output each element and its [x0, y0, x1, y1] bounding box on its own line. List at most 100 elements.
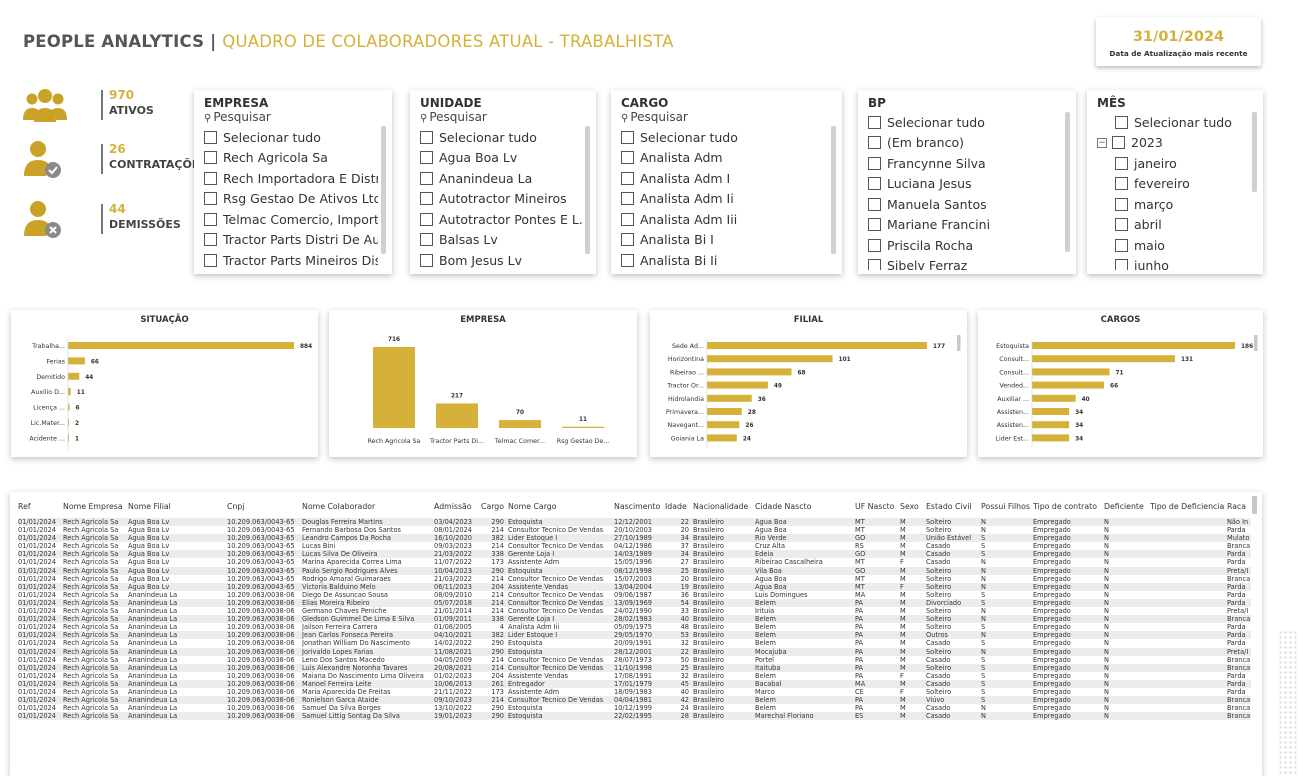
checkbox[interactable]	[420, 253, 433, 267]
checkbox[interactable]	[420, 151, 433, 165]
slicer-item[interactable]: Ananindeua La	[420, 168, 582, 189]
checkbox[interactable]	[868, 115, 881, 129]
scrollbar[interactable]	[381, 126, 386, 254]
checkbox[interactable]	[204, 171, 217, 185]
column-header[interactable]: Tipo de Deficiencia	[1150, 502, 1225, 511]
column-header[interactable]: Nacionalidade	[693, 502, 749, 511]
slicer-item[interactable]: Tractor Parts Mineiros Dis...	[204, 250, 378, 270]
checkbox[interactable]	[1115, 197, 1128, 211]
table-row[interactable]: 01/01/2024 Rech Agricola Sa Agua Boa Lv 10.…	[18, 542, 1251, 550]
slicer-item[interactable]: Mariane Francini	[868, 215, 1062, 236]
slicer-item[interactable]: Priscila Rocha	[868, 235, 1062, 256]
table-row[interactable]: 01/01/2024 Rech Agricola Sa Agua Boa Lv 10.…	[18, 582, 1251, 591]
table-row[interactable]: 01/01/2024 Rech Agricola Sa Agua Boa Lv 10.…	[18, 566, 1251, 575]
table-row[interactable]: 01/01/2024 Rech Agricola Sa Ananindeua La 1…	[18, 631, 1251, 640]
table-row[interactable]: 01/01/2024 Rech Agricola Sa Ananindeua La 1…	[18, 615, 1251, 624]
column-header[interactable]: UF Nascto	[855, 502, 895, 511]
checkbox[interactable]	[868, 136, 881, 150]
checkbox[interactable]	[420, 233, 433, 247]
table-row[interactable]: 01/01/2024 Rech Agricola Sa Ananindeua La 1…	[18, 598, 1251, 608]
scrollbar[interactable]	[585, 126, 590, 254]
slicer-item[interactable]: Selecionar tudo	[621, 127, 828, 148]
checkbox[interactable]	[204, 253, 217, 267]
slicer-item-year[interactable]: − 2023	[1097, 133, 1249, 154]
slicer-item[interactable]: (Em branco)	[868, 133, 1062, 154]
checkbox[interactable]	[420, 130, 433, 144]
slicer-item[interactable]: Bom Jesus Lv	[420, 250, 582, 270]
table-row[interactable]: 01/01/2024 Rech Agricola Sa Ananindeua La 1…	[18, 639, 1251, 647]
table-row[interactable]: 01/01/2024 Rech Agricola Sa Ananindeua La 1…	[18, 712, 1251, 721]
column-header[interactable]: Cnpj	[227, 502, 245, 511]
slicer-item[interactable]: Analista Bi I	[621, 230, 828, 251]
column-header[interactable]: Idade	[665, 502, 687, 511]
column-header[interactable]: Nome Colaborador	[302, 502, 376, 511]
slicer-item[interactable]: Autotractor Mineiros	[420, 189, 582, 210]
slicer-item[interactable]: Balsas Lv	[420, 230, 582, 251]
table-row[interactable]: 01/01/2024 Rech Agricola Sa Ananindeua La 1…	[18, 591, 1251, 599]
slicer-item[interactable]: Analista Adm I	[621, 168, 828, 189]
checkbox[interactable]	[868, 218, 881, 232]
column-header[interactable]: Nome Empresa	[63, 502, 123, 511]
slicer-item[interactable]: Luciana Jesus	[868, 174, 1062, 195]
table-row[interactable]: 01/01/2024 Rech Agricola Sa Agua Boa Lv 10.…	[18, 558, 1251, 566]
checkbox[interactable]	[420, 171, 433, 185]
checkbox[interactable]	[1115, 238, 1128, 252]
column-header[interactable]: Tipo de contrato	[1033, 502, 1097, 511]
column-header[interactable]: Nome Filial	[128, 502, 171, 511]
slicer-item[interactable]: Manuela Santos	[868, 194, 1062, 215]
table-row[interactable]: 01/01/2024 Rech Agricola Sa Ananindeua La 1…	[18, 607, 1251, 615]
checkbox[interactable]	[204, 212, 217, 226]
slicer-item-month[interactable]: junho	[1097, 256, 1249, 270]
checkbox[interactable]	[868, 177, 881, 191]
column-header[interactable]: Estado Civil	[926, 502, 972, 511]
checkbox[interactable]	[204, 151, 217, 165]
checkbox[interactable]	[621, 130, 634, 144]
slicer-item[interactable]: Autotractor Pontes E L...	[420, 209, 582, 230]
checkbox[interactable]	[420, 212, 433, 226]
slicer-item[interactable]: Analista Bi Ii	[621, 250, 828, 270]
checkbox[interactable]	[1115, 156, 1128, 170]
column-header[interactable]: Admissão	[434, 502, 472, 511]
checkbox[interactable]	[1115, 218, 1128, 232]
slicer-item[interactable]: Selecionar tudo	[204, 127, 378, 148]
table-row[interactable]: 01/01/2024 Rech Agricola Sa Agua Boa Lv 10.…	[18, 526, 1251, 534]
table-row[interactable]: 01/01/2024 Rech Agricola Sa Ananindeua La 1…	[18, 696, 1251, 705]
checkbox[interactable]	[868, 197, 881, 211]
table-row[interactable]: 01/01/2024 Rech Agricola Sa Agua Boa Lv 10.…	[18, 534, 1251, 543]
slicer-item[interactable]: Selecionar tudo	[868, 112, 1062, 133]
checkbox[interactable]	[621, 212, 634, 226]
checkbox[interactable]	[868, 259, 881, 270]
checkbox[interactable]	[1115, 177, 1128, 191]
column-header[interactable]: Nome Cargo	[508, 502, 557, 511]
table-row[interactable]: 01/01/2024 Rech Agricola Sa Ananindeua La 1…	[18, 647, 1251, 656]
checkbox[interactable]	[868, 238, 881, 252]
column-header[interactable]: Nascimento	[614, 502, 661, 511]
checkbox[interactable]	[621, 233, 634, 247]
table-row[interactable]: 01/01/2024 Rech Agricola Sa Ananindeua La 1…	[18, 656, 1251, 664]
collapse-icon[interactable]: −	[1097, 137, 1107, 148]
slicer-search[interactable]: ⚲ Pesquisar	[621, 110, 688, 124]
checkbox[interactable]	[621, 253, 634, 267]
slicer-item[interactable]: Tractor Parts Distri De Au...	[204, 230, 378, 251]
column-header[interactable]: Possui Filhos	[981, 502, 1030, 511]
checkbox[interactable]	[204, 130, 217, 144]
column-header[interactable]: Cargo	[481, 502, 505, 511]
checkbox[interactable]	[868, 156, 881, 170]
column-header[interactable]: Raca	[1227, 502, 1247, 511]
slicer-item-month[interactable]: abril	[1097, 215, 1249, 236]
slicer-item[interactable]: Telmac Comercio, Import...	[204, 209, 378, 230]
column-header[interactable]: Sexo	[900, 502, 919, 511]
table-row[interactable]: 01/01/2024 Rech Agricola Sa Ananindeua La 1…	[18, 679, 1251, 688]
checkbox[interactable]	[204, 192, 217, 206]
slicer-item[interactable]: Analista Adm Iii	[621, 209, 828, 230]
slicer-item[interactable]: Selecionar tudo	[420, 127, 582, 148]
column-header[interactable]: Cidade Nascto	[755, 502, 812, 511]
slicer-item[interactable]: Agua Boa Lv	[420, 148, 582, 169]
checkbox[interactable]	[621, 151, 634, 165]
slicer-item-month[interactable]: fevereiro	[1097, 174, 1249, 195]
column-header[interactable]: Ref	[18, 502, 31, 511]
slicer-search[interactable]: ⚲ Pesquisar	[420, 110, 487, 124]
checkbox[interactable]	[420, 192, 433, 206]
checkbox[interactable]	[621, 192, 634, 206]
checkbox[interactable]	[1112, 136, 1125, 150]
